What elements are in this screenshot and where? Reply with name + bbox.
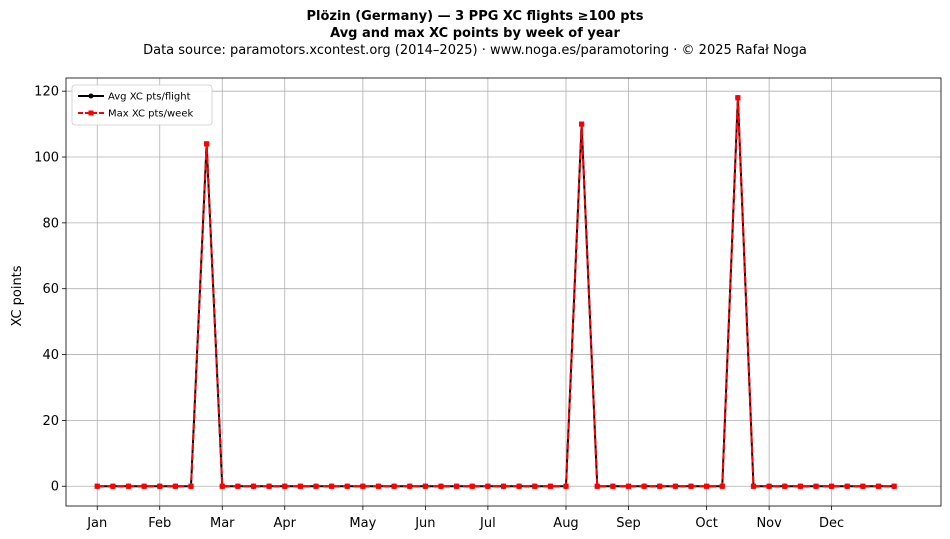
data-point bbox=[672, 483, 678, 489]
data-point bbox=[297, 483, 303, 489]
data-point bbox=[157, 483, 163, 489]
y-tick-label: 20 bbox=[42, 414, 59, 429]
data-point bbox=[329, 483, 335, 489]
data-point bbox=[547, 483, 553, 489]
x-tick-label: Apr bbox=[274, 516, 297, 531]
data-point bbox=[469, 483, 475, 489]
data-point bbox=[594, 483, 600, 489]
data-point bbox=[204, 141, 210, 147]
chart-title-block: Plözin (Germany) — 3 PPG XC flights ≥100… bbox=[0, 8, 950, 59]
x-tick-label: Dec bbox=[819, 516, 844, 531]
data-point bbox=[313, 483, 319, 489]
legend-label: Max XC pts/week bbox=[108, 109, 193, 120]
x-tick-label: Oct bbox=[695, 516, 717, 531]
series-line-0 bbox=[97, 96, 895, 488]
data-point bbox=[188, 483, 194, 489]
data-point bbox=[735, 95, 741, 101]
x-tick-label: Jul bbox=[479, 516, 496, 531]
data-point bbox=[219, 483, 225, 489]
data-point bbox=[407, 483, 413, 489]
data-point bbox=[891, 483, 897, 489]
data-point bbox=[94, 483, 100, 489]
series-line-1 bbox=[97, 96, 895, 488]
y-tick-label: 40 bbox=[42, 348, 59, 363]
data-point bbox=[500, 483, 507, 489]
legend-swatch-marker bbox=[88, 110, 94, 116]
data-point bbox=[516, 483, 522, 489]
data-point bbox=[125, 483, 132, 489]
y-tick-label: 120 bbox=[34, 85, 59, 100]
data-point bbox=[438, 483, 444, 489]
data-point bbox=[563, 483, 569, 489]
x-tick-label: May bbox=[349, 516, 376, 531]
data-point bbox=[875, 483, 882, 489]
data-point bbox=[641, 483, 647, 489]
data-point bbox=[688, 483, 694, 489]
data-point bbox=[782, 483, 788, 489]
data-point bbox=[766, 483, 772, 489]
data-point bbox=[829, 483, 835, 489]
legend-label: Avg XC pts/flight bbox=[108, 92, 191, 103]
x-tick-label: Mar bbox=[210, 516, 235, 531]
y-tick-label: 0 bbox=[51, 480, 59, 495]
x-tick-label: Nov bbox=[756, 516, 782, 531]
data-point bbox=[610, 483, 616, 489]
data-point bbox=[532, 483, 538, 489]
data-point bbox=[844, 483, 850, 489]
y-tick-label: 100 bbox=[34, 151, 59, 166]
data-point bbox=[110, 483, 116, 489]
data-point bbox=[485, 483, 491, 489]
data-point bbox=[344, 483, 350, 489]
data-point bbox=[813, 483, 819, 489]
chart-title: Plözin (Germany) — 3 PPG XC flights ≥100… bbox=[306, 9, 644, 24]
data-point bbox=[797, 483, 803, 489]
data-point bbox=[360, 483, 366, 489]
data-point bbox=[657, 483, 663, 489]
data-point bbox=[266, 483, 272, 489]
data-point bbox=[860, 483, 866, 489]
data-point bbox=[172, 483, 178, 489]
data-point bbox=[704, 483, 710, 489]
data-point bbox=[141, 483, 147, 489]
data-point bbox=[750, 483, 757, 489]
data-point bbox=[625, 483, 632, 489]
legend-box bbox=[71, 84, 213, 126]
data-point bbox=[579, 121, 585, 127]
data-point bbox=[375, 483, 382, 489]
chart-subtitle: Data source: paramotors.xcontest.org (20… bbox=[143, 43, 807, 58]
y-axis-label: XC points bbox=[10, 265, 25, 326]
plot-frame bbox=[65, 77, 942, 507]
data-point bbox=[719, 483, 725, 489]
x-tick-label: Jan bbox=[86, 516, 107, 531]
y-tick-label: 80 bbox=[42, 216, 59, 231]
x-tick-label: Feb bbox=[148, 516, 171, 531]
data-point bbox=[235, 483, 241, 489]
data-point bbox=[422, 483, 428, 489]
y-tick-label: 60 bbox=[42, 282, 59, 297]
chart-title-second-line: Avg and max XC points by week of year bbox=[330, 26, 620, 41]
legend: Avg XC pts/flight Max XC pts/week bbox=[71, 84, 213, 126]
legend-swatch-marker bbox=[88, 93, 94, 99]
data-point bbox=[250, 483, 257, 489]
x-tick-label: Jun bbox=[414, 516, 435, 531]
x-tick-label: Aug bbox=[553, 516, 578, 531]
data-point bbox=[282, 483, 288, 489]
x-tick-label: Sep bbox=[616, 516, 641, 531]
data-point bbox=[454, 483, 460, 489]
data-point bbox=[391, 483, 397, 489]
